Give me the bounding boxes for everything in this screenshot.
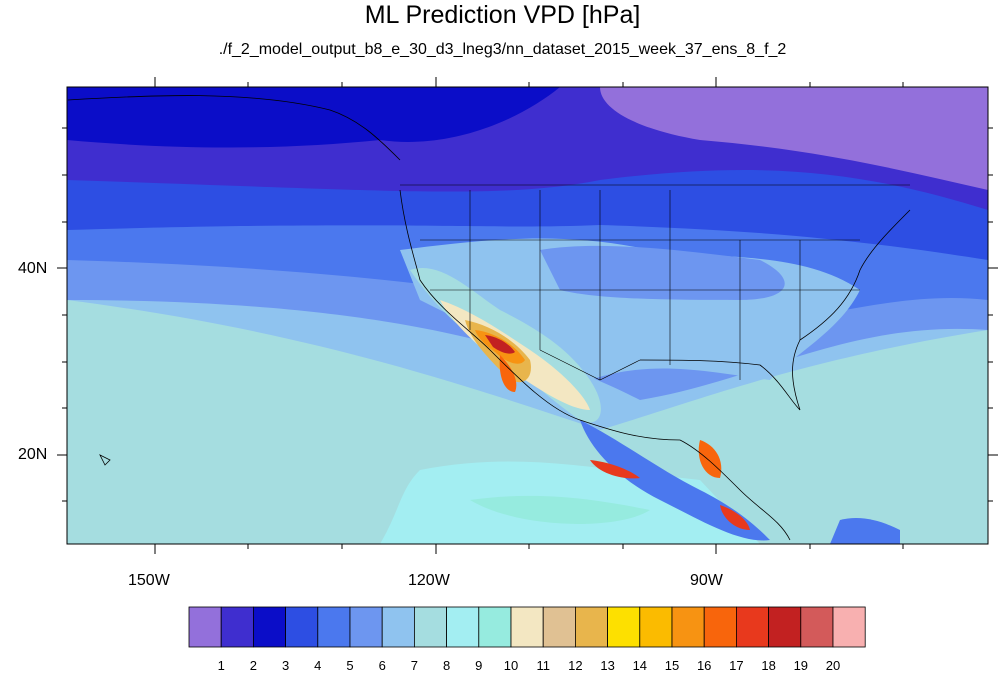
lat-label-20n: 20N [18, 446, 48, 463]
colorbar-label: 20 [825, 658, 841, 673]
colorbar-swatch [478, 606, 512, 648]
colorbar-swatch [639, 606, 673, 648]
colorbar-swatch [607, 606, 641, 648]
colorbar-swatch [800, 606, 834, 648]
colorbar-label: 7 [410, 658, 418, 673]
colorbar-swatch [413, 606, 447, 648]
colorbar-swatch [510, 606, 544, 648]
lon-label-150w: 150W [128, 572, 170, 589]
colorbar-label: 18 [761, 658, 776, 673]
plot-title: ML Prediction VPD [hPa] [364, 1, 641, 29]
lon-label-120w: 120W [408, 572, 450, 589]
colorbar-label: 10 [503, 658, 519, 673]
colorbar-swatch [317, 606, 351, 648]
colorbar-label: 17 [729, 658, 744, 673]
colorbar-label: 16 [696, 658, 712, 673]
colorbar-swatch [736, 606, 770, 648]
colorbar-swatch [285, 606, 319, 648]
colorbar-swatch [671, 606, 705, 648]
colorbar-label: 11 [536, 658, 550, 673]
colorbar-label: 15 [664, 658, 680, 673]
lat-label-40n: 40N [18, 260, 48, 277]
colorbar-label: 19 [793, 658, 809, 673]
state-boundaries [400, 184, 910, 381]
colorbar-label: 5 [346, 658, 354, 673]
lon-label-90w: 90W [690, 572, 723, 589]
colorbar-label: 2 [249, 658, 257, 673]
colorbar-swatch [381, 606, 415, 648]
colorbar-swatch [220, 606, 254, 648]
colorbar-swatch [575, 606, 609, 648]
colorbar-label: 9 [475, 658, 483, 673]
colorbar [188, 606, 866, 648]
plot-subtitle: ./f_2_model_output_b8_e_30_d3_lneg3/nn_d… [218, 41, 787, 58]
colorbar-label: 6 [378, 658, 386, 673]
colorbar-label: 4 [314, 658, 322, 673]
colorbar-label: 8 [442, 658, 451, 673]
colorbar-swatch [703, 606, 737, 648]
colorbar-label: 3 [281, 658, 290, 673]
coastlines [67, 95, 911, 541]
colorbar-swatch [252, 606, 286, 648]
colorbar-swatch [768, 606, 802, 648]
colorbar-label: 12 [568, 658, 583, 673]
colorbar-label: 1 [217, 658, 225, 673]
colorbar-label: 14 [632, 658, 648, 673]
colorbar-label: 13 [600, 658, 615, 673]
colorbar-swatch [542, 606, 576, 648]
colorbar-swatch [349, 606, 383, 648]
axis-ticks [57, 77, 998, 554]
colorbar-swatch [446, 606, 480, 648]
colorbar-swatch [188, 606, 222, 648]
colorbar-swatch [832, 606, 866, 648]
vpd-contour-field [67, 87, 988, 544]
